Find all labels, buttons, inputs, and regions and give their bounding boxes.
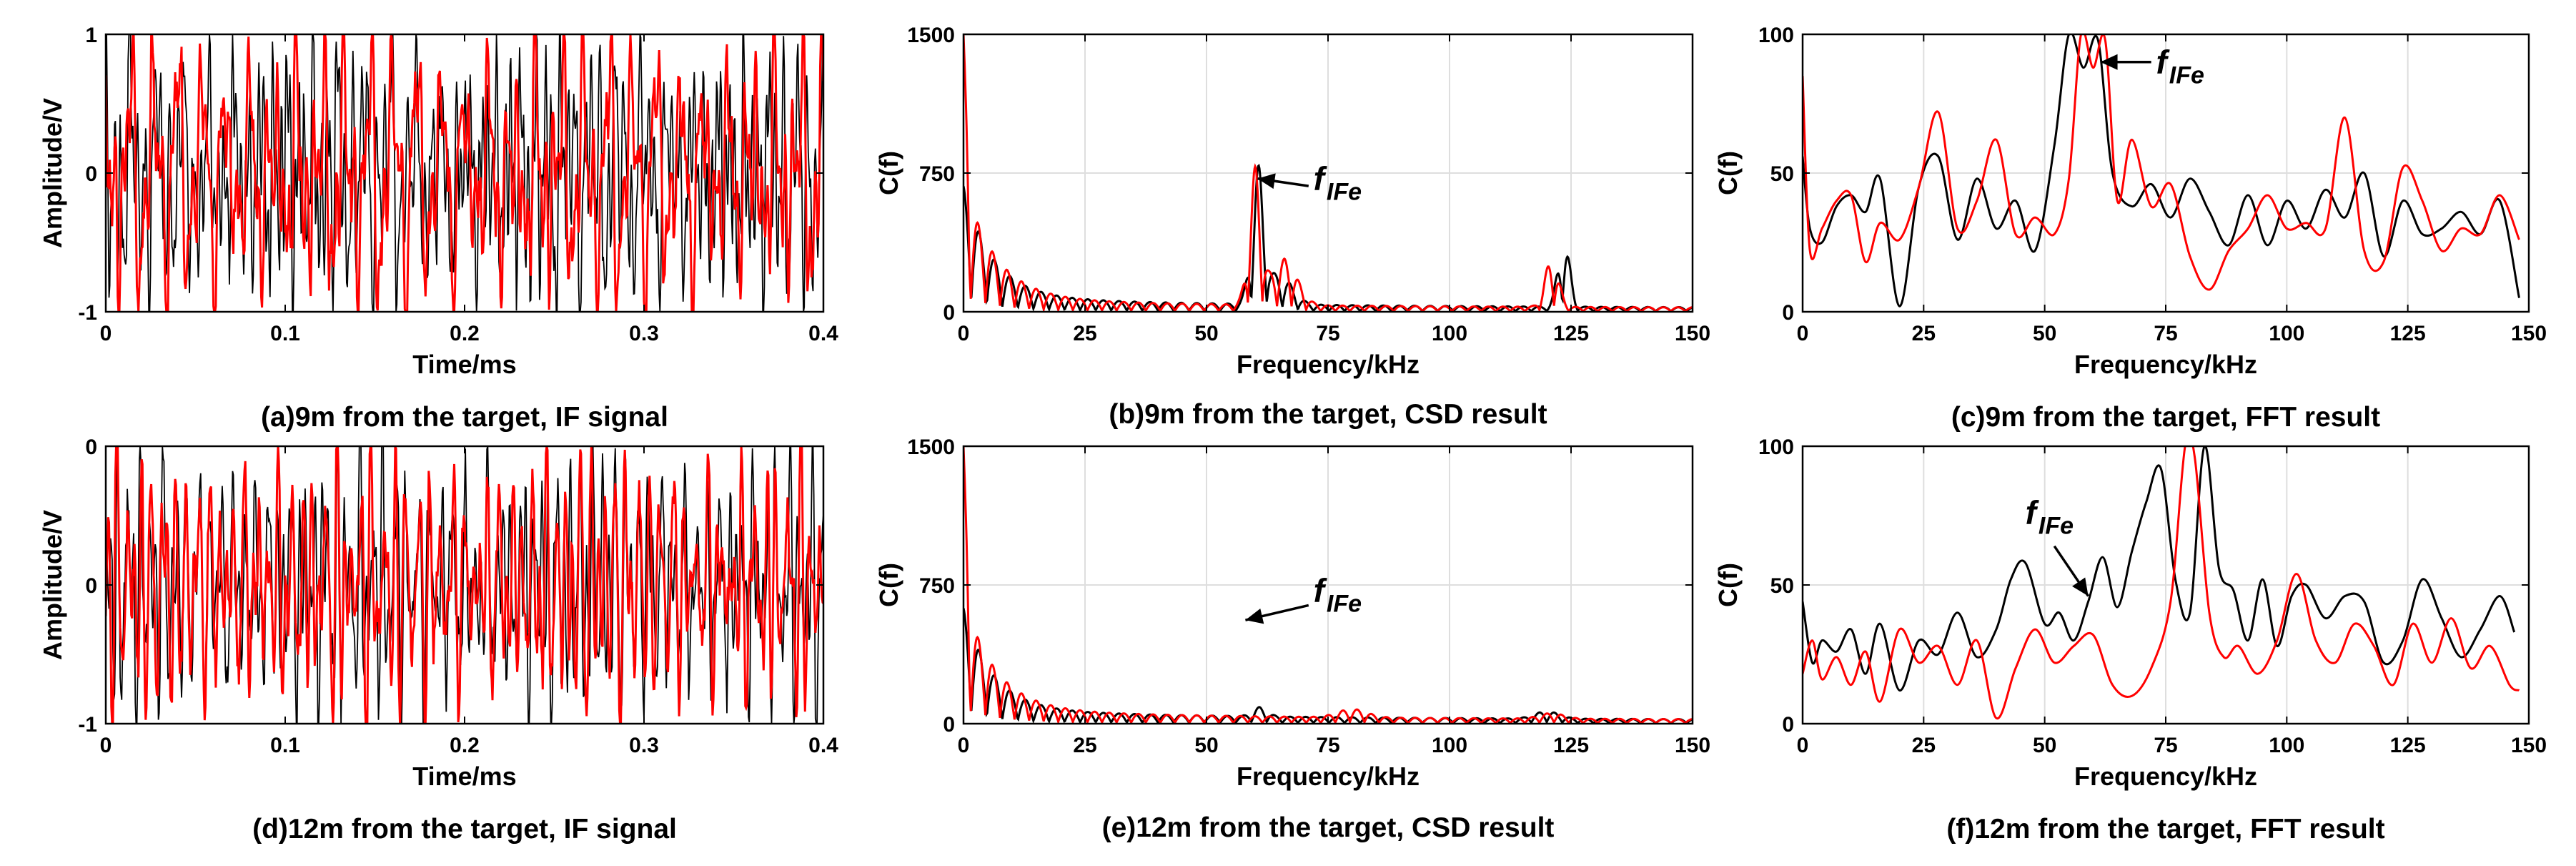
x-tick-label: 75 (2154, 734, 2177, 757)
panel-caption: (e)12m from the target, CSD result (1102, 812, 1555, 843)
annotation-arrow-head (2100, 54, 2118, 70)
series-line-black (1803, 34, 2520, 307)
x-tick-label: 150 (1675, 322, 1710, 345)
y-tick-label: 1500 (907, 436, 955, 459)
panel-caption: (a)9m from the target, IF signal (261, 402, 668, 433)
y-tick-label: 750 (919, 574, 955, 598)
annotation-arrow-head (1257, 173, 1276, 190)
x-tick-label: 25 (1073, 322, 1096, 345)
y-tick-label: 50 (1770, 162, 1794, 186)
y-axis-label: Amplitude/V (38, 98, 67, 248)
panel-e: 0 25 50 75 100 125 15007501500Frequency/kHzC(f… (874, 436, 1710, 843)
y-tick-label: 0 (1782, 301, 1794, 325)
x-tick-label: 150 (2511, 734, 2547, 757)
x-tick-label: 0 (958, 734, 970, 757)
x-tick-label: 0.3 (629, 734, 659, 757)
x-tick-label: 0.2 (450, 734, 480, 757)
x-tick-label: 125 (2390, 322, 2426, 345)
y-tick-label: 0 (85, 574, 97, 598)
x-tick-label: 0.4 (808, 734, 838, 757)
x-tick-label: 50 (1194, 322, 1218, 345)
series-line-black (106, 34, 823, 312)
y-tick-label: 1500 (907, 24, 955, 47)
x-tick-label: 125 (1553, 734, 1589, 757)
x-axis-label: Frequency/kHz (2074, 350, 2257, 379)
y-tick-label: 0 (85, 436, 97, 459)
x-tick-label: 25 (1912, 322, 1936, 345)
annotation-label: fIFe (2156, 43, 2204, 89)
panel-f: 0 25 50 75 100 125 150 0 50 100 Frequency/kHz C(f) (… (1713, 436, 2547, 845)
x-tick-label: 125 (2390, 734, 2426, 757)
y-tick-label: 0 (85, 162, 97, 186)
x-tick-label: 125 (1553, 322, 1589, 345)
series-line-red (1803, 34, 2520, 291)
y-axis-label: C(f) (1713, 151, 1743, 195)
x-tick-label: 25 (1073, 734, 1096, 757)
x-tick-label: 0.1 (270, 734, 300, 757)
x-tick-label: 100 (2269, 734, 2304, 757)
x-tick-label: 0.4 (808, 322, 838, 345)
panel-c: 0 25 50 75 100 125 150 0 50 100 Frequency/kHz C(f) (… (1713, 24, 2547, 433)
y-tick-label: 100 (1758, 24, 1794, 47)
annotation-arrow-head (1245, 608, 1264, 624)
y-tick-label: 0 (943, 301, 955, 325)
x-tick-label: 0 (100, 322, 112, 345)
y-tick-label: 0 (1782, 713, 1794, 737)
x-axis-label: Frequency/kHz (1237, 762, 1420, 791)
y-axis-label: Amplitude/V (38, 510, 67, 660)
y-tick-label: 0 (943, 713, 955, 737)
x-axis-label: Frequency/kHz (1237, 350, 1420, 379)
y-axis-label: C(f) (874, 563, 903, 607)
x-tick-label: 100 (1432, 322, 1467, 345)
x-axis-label: Frequency/kHz (2074, 762, 2257, 791)
x-tick-label: 50 (2033, 322, 2056, 345)
x-tick-label: 0.2 (450, 322, 480, 345)
x-tick-label: 150 (1675, 734, 1710, 757)
x-tick-label: 50 (1194, 734, 1218, 757)
y-tick-label: 750 (919, 162, 955, 186)
panel-caption: (c)9m from the target, FFT result (1951, 402, 2380, 433)
panel-caption: (f)12m from the target, FFT result (1946, 814, 2384, 845)
series-line-red (106, 446, 823, 724)
annotation-label: fIFe (1314, 571, 1362, 617)
x-tick-label: 150 (2511, 322, 2547, 345)
y-tick-label: 50 (1770, 574, 1794, 598)
annotation-arrow-head (2072, 577, 2089, 596)
panel-a: 0 0.1 0.2 0.3 0.4-101Time/msAmplitude/V(a)9m… (38, 24, 838, 433)
panel-d: 0 0.1 0.2 0.3 0.4-100Time/msAmplitude/V(d)12… (38, 436, 838, 845)
series-line-red (1803, 446, 2520, 719)
y-tick-label: 1 (85, 24, 97, 47)
x-tick-label: 0 (958, 322, 970, 345)
x-tick-label: 75 (1316, 322, 1339, 345)
x-tick-label: 50 (2033, 734, 2056, 757)
series-line-red (106, 34, 823, 312)
annotation-label: fIFe (1314, 159, 1362, 205)
y-axis-label: C(f) (1713, 563, 1743, 607)
x-axis-label: Time/ms (412, 762, 516, 791)
x-tick-label: 75 (2154, 322, 2177, 345)
x-tick-label: 0 (1797, 322, 1809, 345)
x-tick-label: 0 (100, 734, 112, 757)
y-axis-label: C(f) (874, 151, 903, 195)
panel-b: 0 25 50 75 100 125 15007501500Frequency/kHzC(f… (874, 24, 1710, 430)
x-tick-label: 0 (1797, 734, 1809, 757)
annotation-label: fIFe (2026, 494, 2074, 540)
y-tick-label: -1 (78, 713, 97, 737)
x-tick-label: 0.1 (270, 322, 300, 345)
x-tick-label: 25 (1912, 734, 1936, 757)
x-tick-label: 100 (2269, 322, 2304, 345)
series-line-black (1803, 446, 2516, 692)
panel-caption: (b)9m from the target, CSD result (1109, 399, 1547, 430)
x-tick-label: 75 (1316, 734, 1339, 757)
y-tick-label: 100 (1758, 436, 1794, 459)
panel-caption: (d)12m from the target, IF signal (252, 814, 677, 845)
x-axis-label: Time/ms (412, 350, 516, 379)
x-tick-label: 100 (1432, 734, 1467, 757)
y-tick-label: -1 (78, 301, 97, 325)
x-tick-label: 0.3 (629, 322, 659, 345)
